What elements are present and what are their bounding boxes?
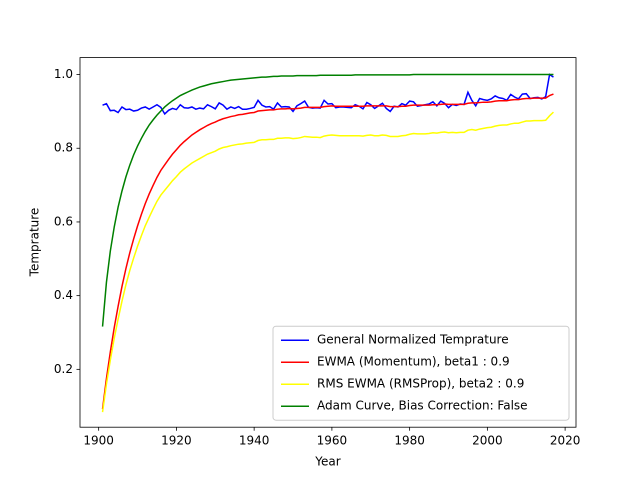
legend-label: General Normalized Temprature: [317, 333, 509, 347]
y-tick-label: 0.8: [54, 141, 73, 155]
x-tick-label: 1900: [83, 434, 114, 448]
x-tick-label: 1980: [394, 434, 425, 448]
y-tick-label: 0.6: [54, 214, 73, 228]
x-tick-label: 1940: [239, 434, 270, 448]
legend-frame: [272, 325, 570, 421]
legend-label: Adam Curve, Bias Correction: False: [317, 399, 528, 413]
y-tick-label: 1.0: [54, 67, 73, 81]
legend: General Normalized Temprature EWMA (Momen…: [272, 325, 570, 421]
y-axis-label: Temprature: [28, 208, 42, 278]
x-tick-label: 2000: [472, 434, 503, 448]
series-line: [101, 111, 554, 413]
series-line: [101, 93, 554, 410]
series-line: [101, 73, 554, 327]
series-line: [102, 73, 554, 116]
x-tick-label: 2020: [550, 434, 581, 448]
legend-label: RMS EWMA (RMSProp), beta2 : 0.9: [317, 377, 524, 391]
legend-label: EWMA (Momentum), beta1 : 0.9: [317, 355, 510, 369]
y-tick-label: 0.4: [54, 288, 73, 302]
x-axis-label: Year: [314, 455, 340, 469]
y-tick-label: 0.2: [54, 362, 73, 376]
plot-frame: [79, 57, 577, 428]
x-tick-label: 1920: [161, 434, 192, 448]
x-tick-label: 1960: [317, 434, 348, 448]
